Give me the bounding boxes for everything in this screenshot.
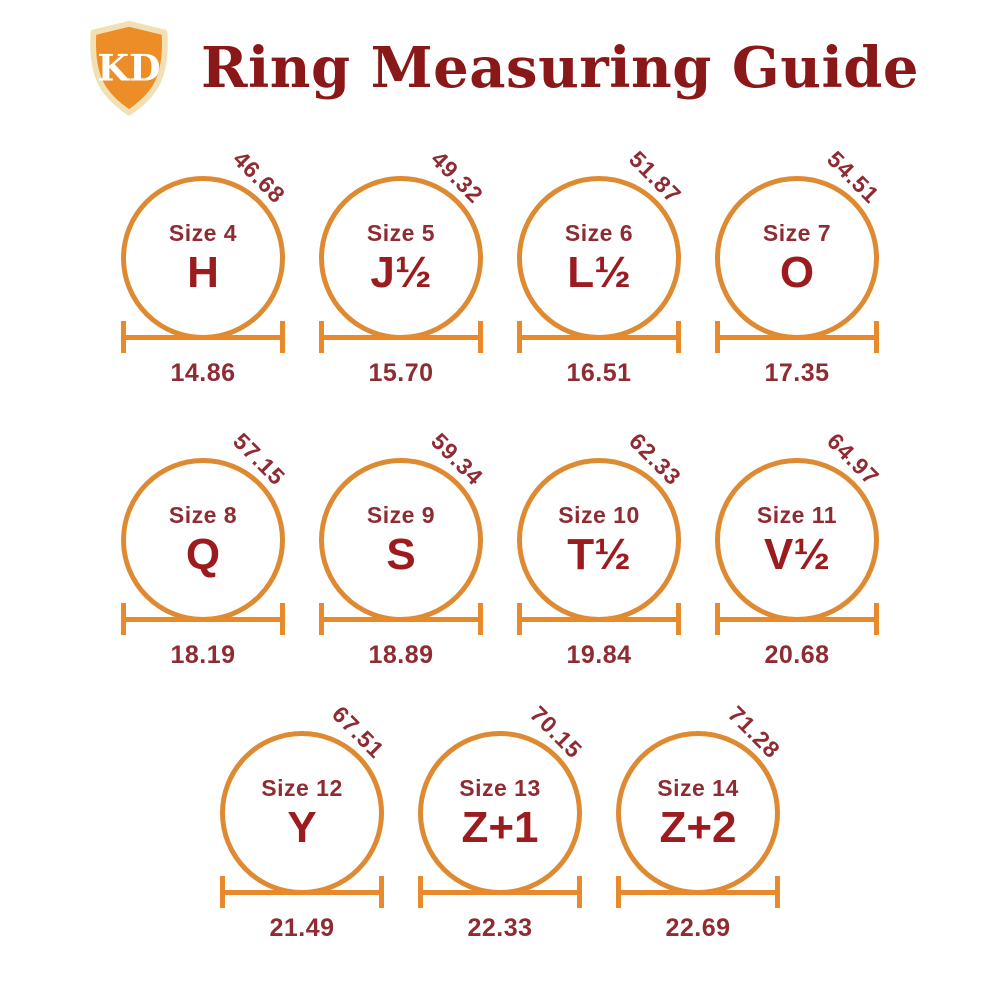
ring-size-item: 54.51 Size 7 O 17.35 [698,130,896,402]
ring-size-item: 71.28 Size 14 Z+2 22.69 [599,685,797,957]
ring-size-item: 64.97 Size 11 V½ 20.68 [698,412,896,684]
diameter-label: 18.19 [170,641,236,669]
diameter-label: 14.86 [170,359,236,387]
uk-size-letter: Z+2 [659,802,737,852]
ring-circle: Size 13 Z+1 [418,731,582,895]
measure-bar [220,890,384,895]
uk-size-letter: H [187,247,219,297]
uk-size-letter: Y [287,802,317,852]
ring-circle: Size 6 L½ [517,176,681,340]
us-size-label: Size 13 [459,774,541,801]
uk-size-letter: T½ [567,529,631,579]
logo-text: KD [97,46,160,89]
ring-circle: Size 12 Y [220,731,384,895]
ring-circle: Size 9 S [319,458,483,622]
diameter-label: 16.51 [566,359,632,387]
ring-size-item: 49.32 Size 5 J½ 15.70 [302,130,500,402]
ring-size-item: 62.33 Size 10 T½ 19.84 [500,412,698,684]
ring-circle: Size 14 Z+2 [616,731,780,895]
ring-row-1: 46.68 Size 4 H 14.86 49.32 Size 5 J½ 15.… [0,130,1000,402]
us-size-label: Size 10 [558,501,640,528]
us-size-label: Size 11 [756,501,838,528]
ring-size-item: 51.87 Size 6 L½ 16.51 [500,130,698,402]
kd-shield-logo-icon: KD [90,20,168,116]
us-size-label: Size 6 [564,219,634,246]
diameter-label: 22.33 [467,914,533,942]
ring-size-item: 70.15 Size 13 Z+1 22.33 [401,685,599,957]
ring-circle: Size 10 T½ [517,458,681,622]
diameter-measure-line [319,321,483,353]
ring-size-item: 59.34 Size 9 S 18.89 [302,412,500,684]
uk-size-letter: Z+1 [461,802,539,852]
ring-row-2: 57.15 Size 8 Q 18.19 59.34 Size 9 S 18.8… [0,412,1000,684]
us-size-label: Size 8 [168,501,238,528]
shield-shape [90,20,168,116]
diameter-label: 18.89 [368,641,434,669]
us-size-label: Size 14 [657,774,739,801]
diameter-measure-line [517,321,681,353]
diameter-measure-line [121,603,285,635]
page-title: Ring Measuring Guide [200,35,920,101]
diameter-label: 21.49 [269,914,335,942]
us-size-label: Size 9 [366,501,436,528]
ring-circle: Size 8 Q [121,458,285,622]
diameter-measure-line [319,603,483,635]
diameter-label: 20.68 [764,641,830,669]
ring-size-item: 57.15 Size 8 Q 18.19 [104,412,302,684]
measure-bar [121,335,285,340]
uk-size-letter: J½ [370,247,432,297]
diameter-measure-line [715,603,879,635]
diameter-measure-line [517,603,681,635]
diameter-measure-line [418,876,582,908]
diameter-measure-line [616,876,780,908]
measure-bar [517,617,681,622]
ring-circle: Size 7 O [715,176,879,340]
ring-size-item: 46.68 Size 4 H 14.86 [104,130,302,402]
measure-bar [715,617,879,622]
ring-row-3: 67.51 Size 12 Y 21.49 70.15 Size 13 Z+1 … [0,685,1000,957]
measure-bar [319,335,483,340]
measure-bar [715,335,879,340]
diameter-measure-line [220,876,384,908]
diameter-label: 22.69 [665,914,731,942]
diameter-measure-line [715,321,879,353]
diameter-label: 17.35 [764,359,830,387]
measure-bar [616,890,780,895]
measure-bar [517,335,681,340]
us-size-label: Size 5 [366,219,436,246]
uk-size-letter: L½ [567,247,631,297]
diameter-label: 15.70 [368,359,434,387]
ring-circle: Size 11 V½ [715,458,879,622]
uk-size-letter: S [386,529,416,579]
measure-bar [121,617,285,622]
measure-bar [418,890,582,895]
uk-size-letter: V½ [763,529,831,579]
measure-bar [319,617,483,622]
ring-size-item: 67.51 Size 12 Y 21.49 [203,685,401,957]
uk-size-letter: Q [185,529,221,579]
us-size-label: Size 4 [168,219,238,246]
us-size-label: Size 12 [261,774,343,801]
ring-circle: Size 5 J½ [319,176,483,340]
uk-size-letter: O [779,247,815,297]
ring-circle: Size 4 H [121,176,285,340]
diameter-measure-line [121,321,285,353]
diameter-label: 19.84 [566,641,632,669]
header: KD Ring Measuring Guide [0,20,1000,116]
us-size-label: Size 7 [762,219,832,246]
